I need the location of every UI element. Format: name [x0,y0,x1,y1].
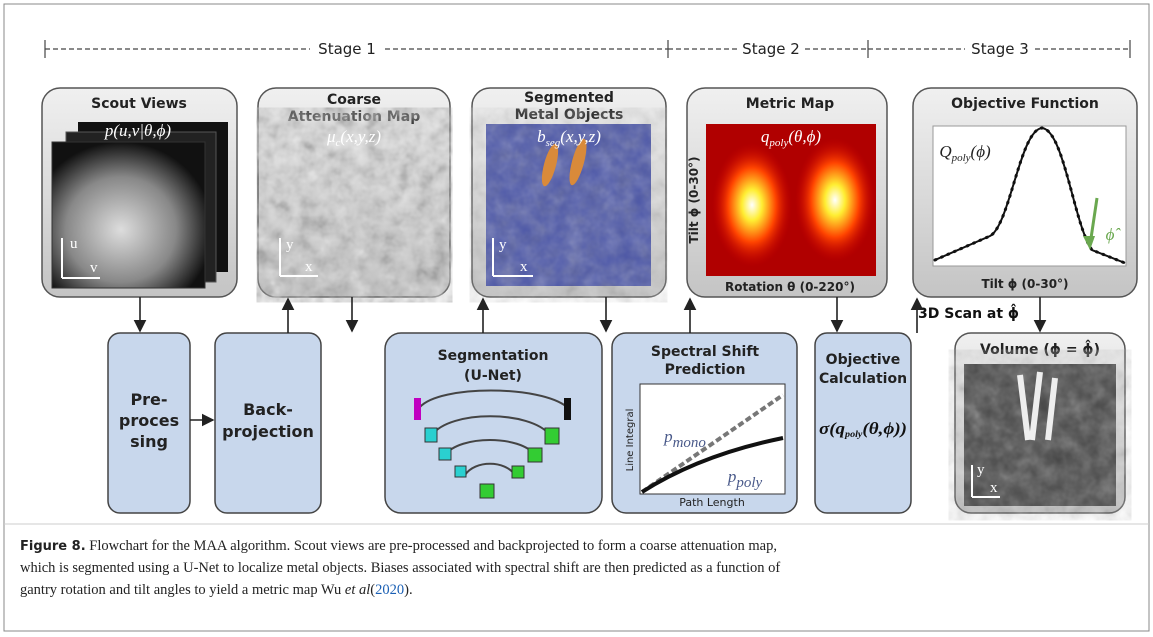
axis-label: y [286,237,294,253]
stage-label: Stage 1 [318,40,376,58]
axis-title: Tilt ϕ (0-30°) [687,156,701,243]
axis-title: Path Length [679,496,745,509]
panel-title: Scout Views [91,96,187,112]
axis-title: Line Integral [625,409,636,472]
axis-label: u [70,236,78,252]
step-title: Segmentation [438,348,549,364]
figure: Stage 1 Stage 2 Stage 3 Scout Views p(u,… [0,0,1153,637]
panel-title: Objective Function [951,96,1099,112]
step-title: Back- [243,400,293,419]
step-title: Objective [826,352,901,368]
image [486,124,651,286]
axis-title: Tilt ϕ (0-30°) [981,277,1068,291]
axis-title: Rotation θ (0-220°) [725,280,855,294]
panel-title: Metric Map [746,96,834,112]
panel-title: Metal Objects [515,107,624,123]
step-title: projection [222,422,314,441]
axis-label: y [499,237,507,253]
step-title: proces [119,411,179,430]
step-title: Pre- [130,390,167,409]
caption: which is segmented using a U-Net to loca… [20,560,780,576]
formula: μc(x,y,z) [326,127,381,149]
axis-label: x [305,259,313,275]
axis-label: x [990,480,998,496]
formula: p(u,v|θ,ϕ) [104,121,172,140]
step-title: Prediction [665,362,746,378]
formula: σ(qpoly(θ,ϕ)) [819,419,907,439]
caption: Figure 8. Flowchart for the MAA algorith… [20,538,777,554]
heat [712,143,792,267]
axis-label: v [90,260,98,276]
plot-area [640,384,785,494]
stage-label: Stage 3 [971,40,1029,58]
caption: gantry rotation and tilt angles to yield… [20,582,413,598]
panel-title: Coarse [327,92,381,108]
panel-title: Volume (ϕ = ϕ̂) [980,339,1100,358]
plot-area [933,126,1126,266]
scan-label: 3D Scan at ϕ̂ [918,303,1019,322]
step-title: Spectral Shift [651,344,760,360]
heat [795,138,875,262]
step-subtitle: (U-Net) [464,368,522,384]
panel-title: Attenuation Map [288,109,420,125]
image [273,124,436,286]
axis-label: x [520,259,528,275]
stage-bar [45,40,1130,58]
step-title: Calculation [819,371,907,387]
axis-label: y [977,462,985,478]
image [52,142,205,288]
stage-label: Stage 2 [742,40,800,58]
panel-title: Segmented [524,90,614,106]
step-title: sing [130,432,168,451]
